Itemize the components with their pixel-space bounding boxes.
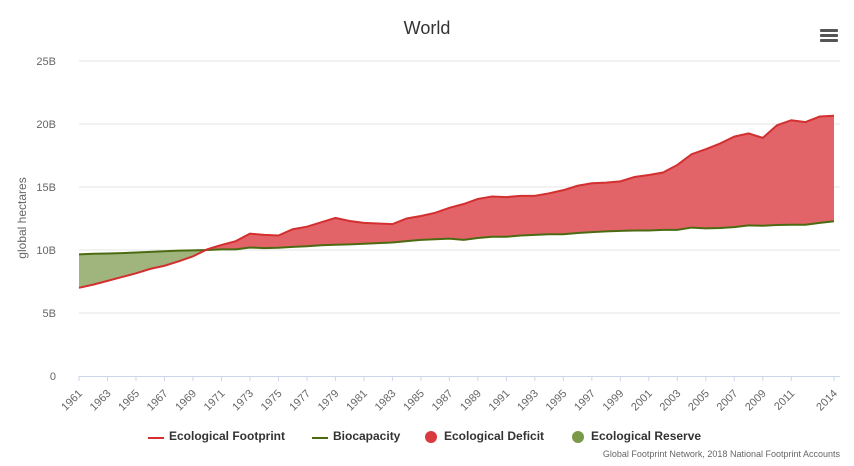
legend: Ecological Footprint Biocapacity Ecologi… [0, 428, 854, 448]
legend-label: Ecological Footprint [169, 429, 285, 443]
hamburger-menu-icon[interactable] [818, 27, 840, 45]
x-tick-label: 1973 [230, 388, 256, 414]
x-tick-label: 2011 [772, 388, 797, 413]
x-tick-label: 1967 [145, 388, 171, 414]
credits[interactable]: Global Footprint Network, 2018 National … [602, 449, 840, 459]
ecological-reserve-area[interactable] [79, 250, 206, 288]
series-lines [78, 114, 835, 289]
x-tick-label: 2003 [658, 388, 684, 414]
ecological-deficit-area[interactable] [205, 115, 835, 251]
x-tick-label: 1983 [373, 388, 399, 414]
x-tick-label: 1995 [544, 388, 570, 414]
y-tick-label: 15B [36, 182, 56, 194]
y-axis-label: global hectares [15, 177, 29, 258]
y-tick-label: 25B [36, 56, 56, 68]
x-tick-label: 2014 [814, 388, 840, 414]
x-tick-label: 1993 [515, 388, 541, 414]
x-tick-label: 1987 [430, 388, 456, 414]
x-tick-label: 1963 [88, 388, 114, 414]
legend-label: Biocapacity [333, 429, 401, 443]
chart-title: World [403, 18, 451, 38]
x-tick-label: 1981 [344, 388, 370, 414]
y-tick-label: 20B [36, 119, 56, 131]
x-tick-label: 1969 [173, 388, 199, 414]
legend-line-icon [148, 437, 164, 439]
x-tick-label: 2005 [686, 388, 712, 414]
legend-label: Ecological Reserve [591, 429, 702, 443]
y-tick-label: 5B [43, 308, 56, 320]
legend-dot-icon [425, 431, 437, 443]
x-tick-label: 1965 [116, 388, 142, 414]
ecological-footprint-line[interactable] [78, 114, 835, 289]
x-tick-label: 2001 [629, 388, 655, 414]
x-tick-label: 1985 [401, 388, 427, 414]
x-tick-label: 1999 [601, 388, 627, 414]
x-tick-label: 1975 [259, 388, 285, 414]
area-fills [79, 115, 835, 288]
y-tick-label: 0 [50, 371, 56, 383]
x-tick-label: 1979 [316, 388, 342, 414]
legend-label: Ecological Deficit [444, 429, 545, 443]
x-tick-label: 1991 [487, 388, 513, 414]
x-tick-label: 1977 [287, 388, 313, 414]
y-tick-label: 10B [36, 245, 56, 257]
x-tick-label: 1997 [572, 388, 598, 414]
x-tick-label: 1971 [202, 388, 228, 414]
x-tick-label: 1961 [59, 388, 85, 414]
legend-dot-icon [572, 431, 584, 443]
legend-line-icon [312, 437, 328, 439]
x-tick-label: 2009 [743, 388, 769, 414]
y-axis: 0 5B 10B 15B 20B 25B [36, 56, 56, 383]
x-tick-label: 1989 [458, 388, 484, 414]
x-tick-label: 2007 [715, 388, 741, 414]
x-axis: 1961 1963 1965 1967 1969 1971 1973 1975 1977 1979… [59, 376, 840, 413]
